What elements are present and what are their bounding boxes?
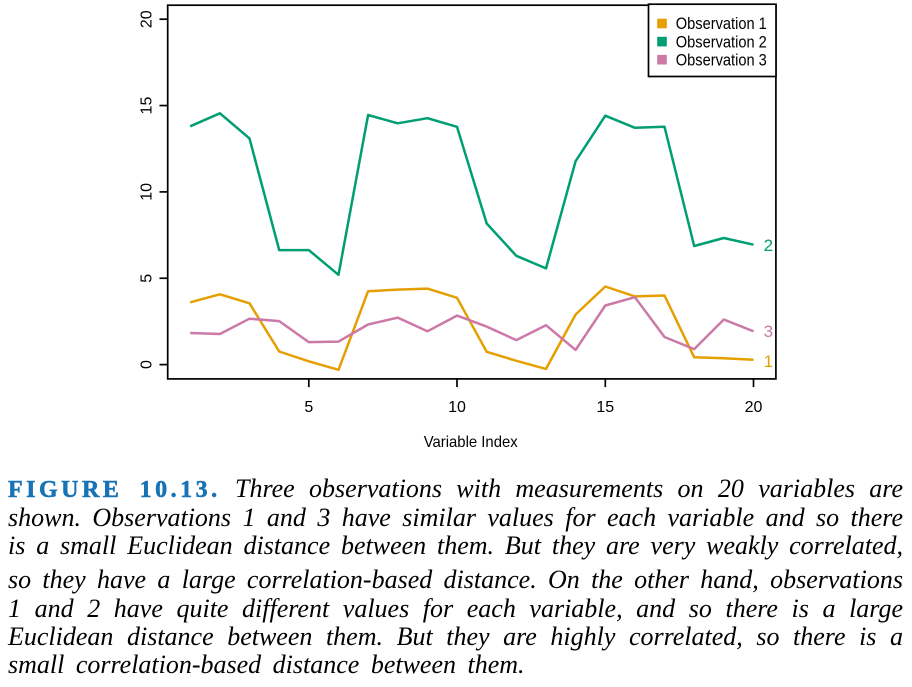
svg-text:20: 20 <box>745 399 763 416</box>
svg-text:10: 10 <box>448 399 466 416</box>
svg-text:Observation 2: Observation 2 <box>676 33 767 51</box>
svg-text:20: 20 <box>139 10 156 28</box>
svg-text:15: 15 <box>596 399 614 416</box>
svg-text:15: 15 <box>139 97 156 115</box>
svg-text:Observation 3: Observation 3 <box>676 51 767 69</box>
svg-text:3: 3 <box>764 322 773 341</box>
svg-text:Variable Index: Variable Index <box>424 434 518 451</box>
svg-text:Observation 1: Observation 1 <box>676 15 767 33</box>
svg-text:10: 10 <box>139 183 156 201</box>
svg-text:2: 2 <box>764 236 773 255</box>
svg-text:5: 5 <box>304 399 313 416</box>
svg-text:1: 1 <box>764 352 773 371</box>
svg-text:0: 0 <box>139 360 156 369</box>
svg-text:5: 5 <box>139 274 156 283</box>
